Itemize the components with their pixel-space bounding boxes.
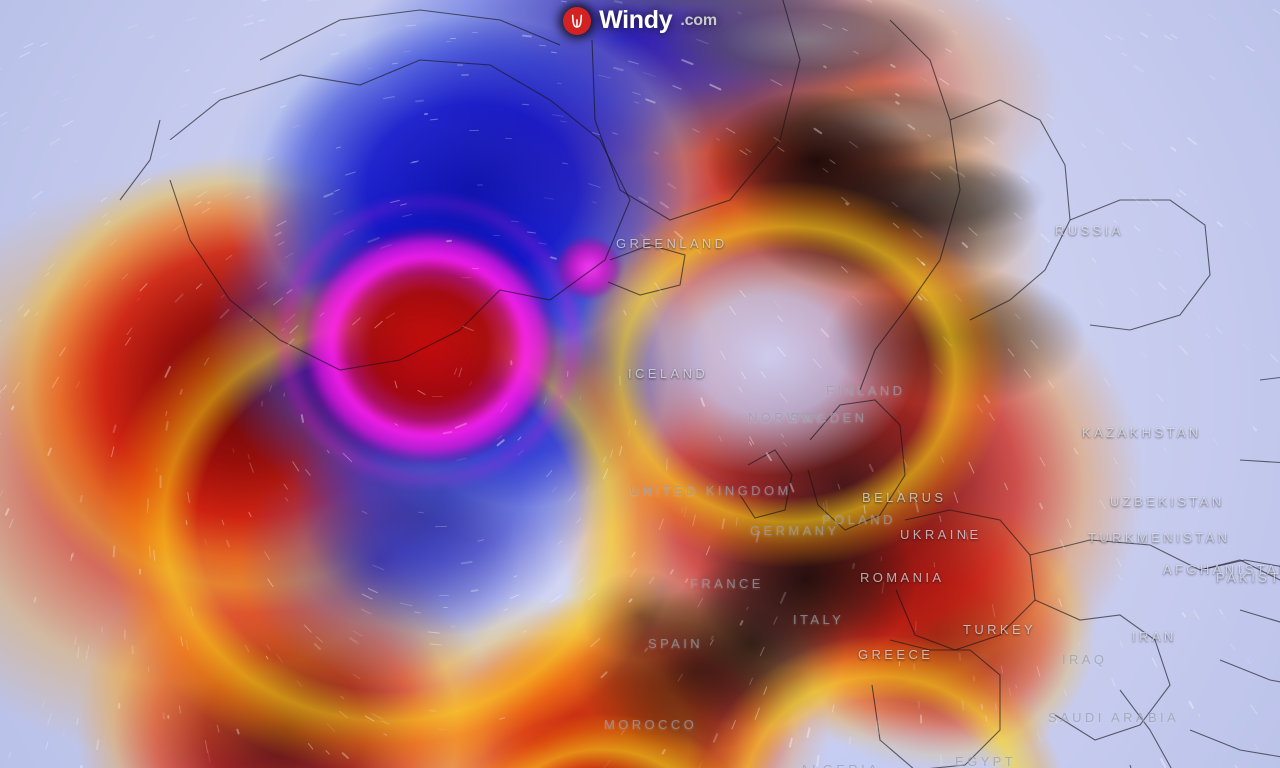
brand-name: Windy <box>599 6 673 34</box>
major-cyclone-icon <box>299 215 560 466</box>
windy-logo[interactable]: Windy .com <box>0 6 1280 35</box>
brand-tld: .com <box>680 11 717 29</box>
windy-logo-icon <box>563 6 592 35</box>
